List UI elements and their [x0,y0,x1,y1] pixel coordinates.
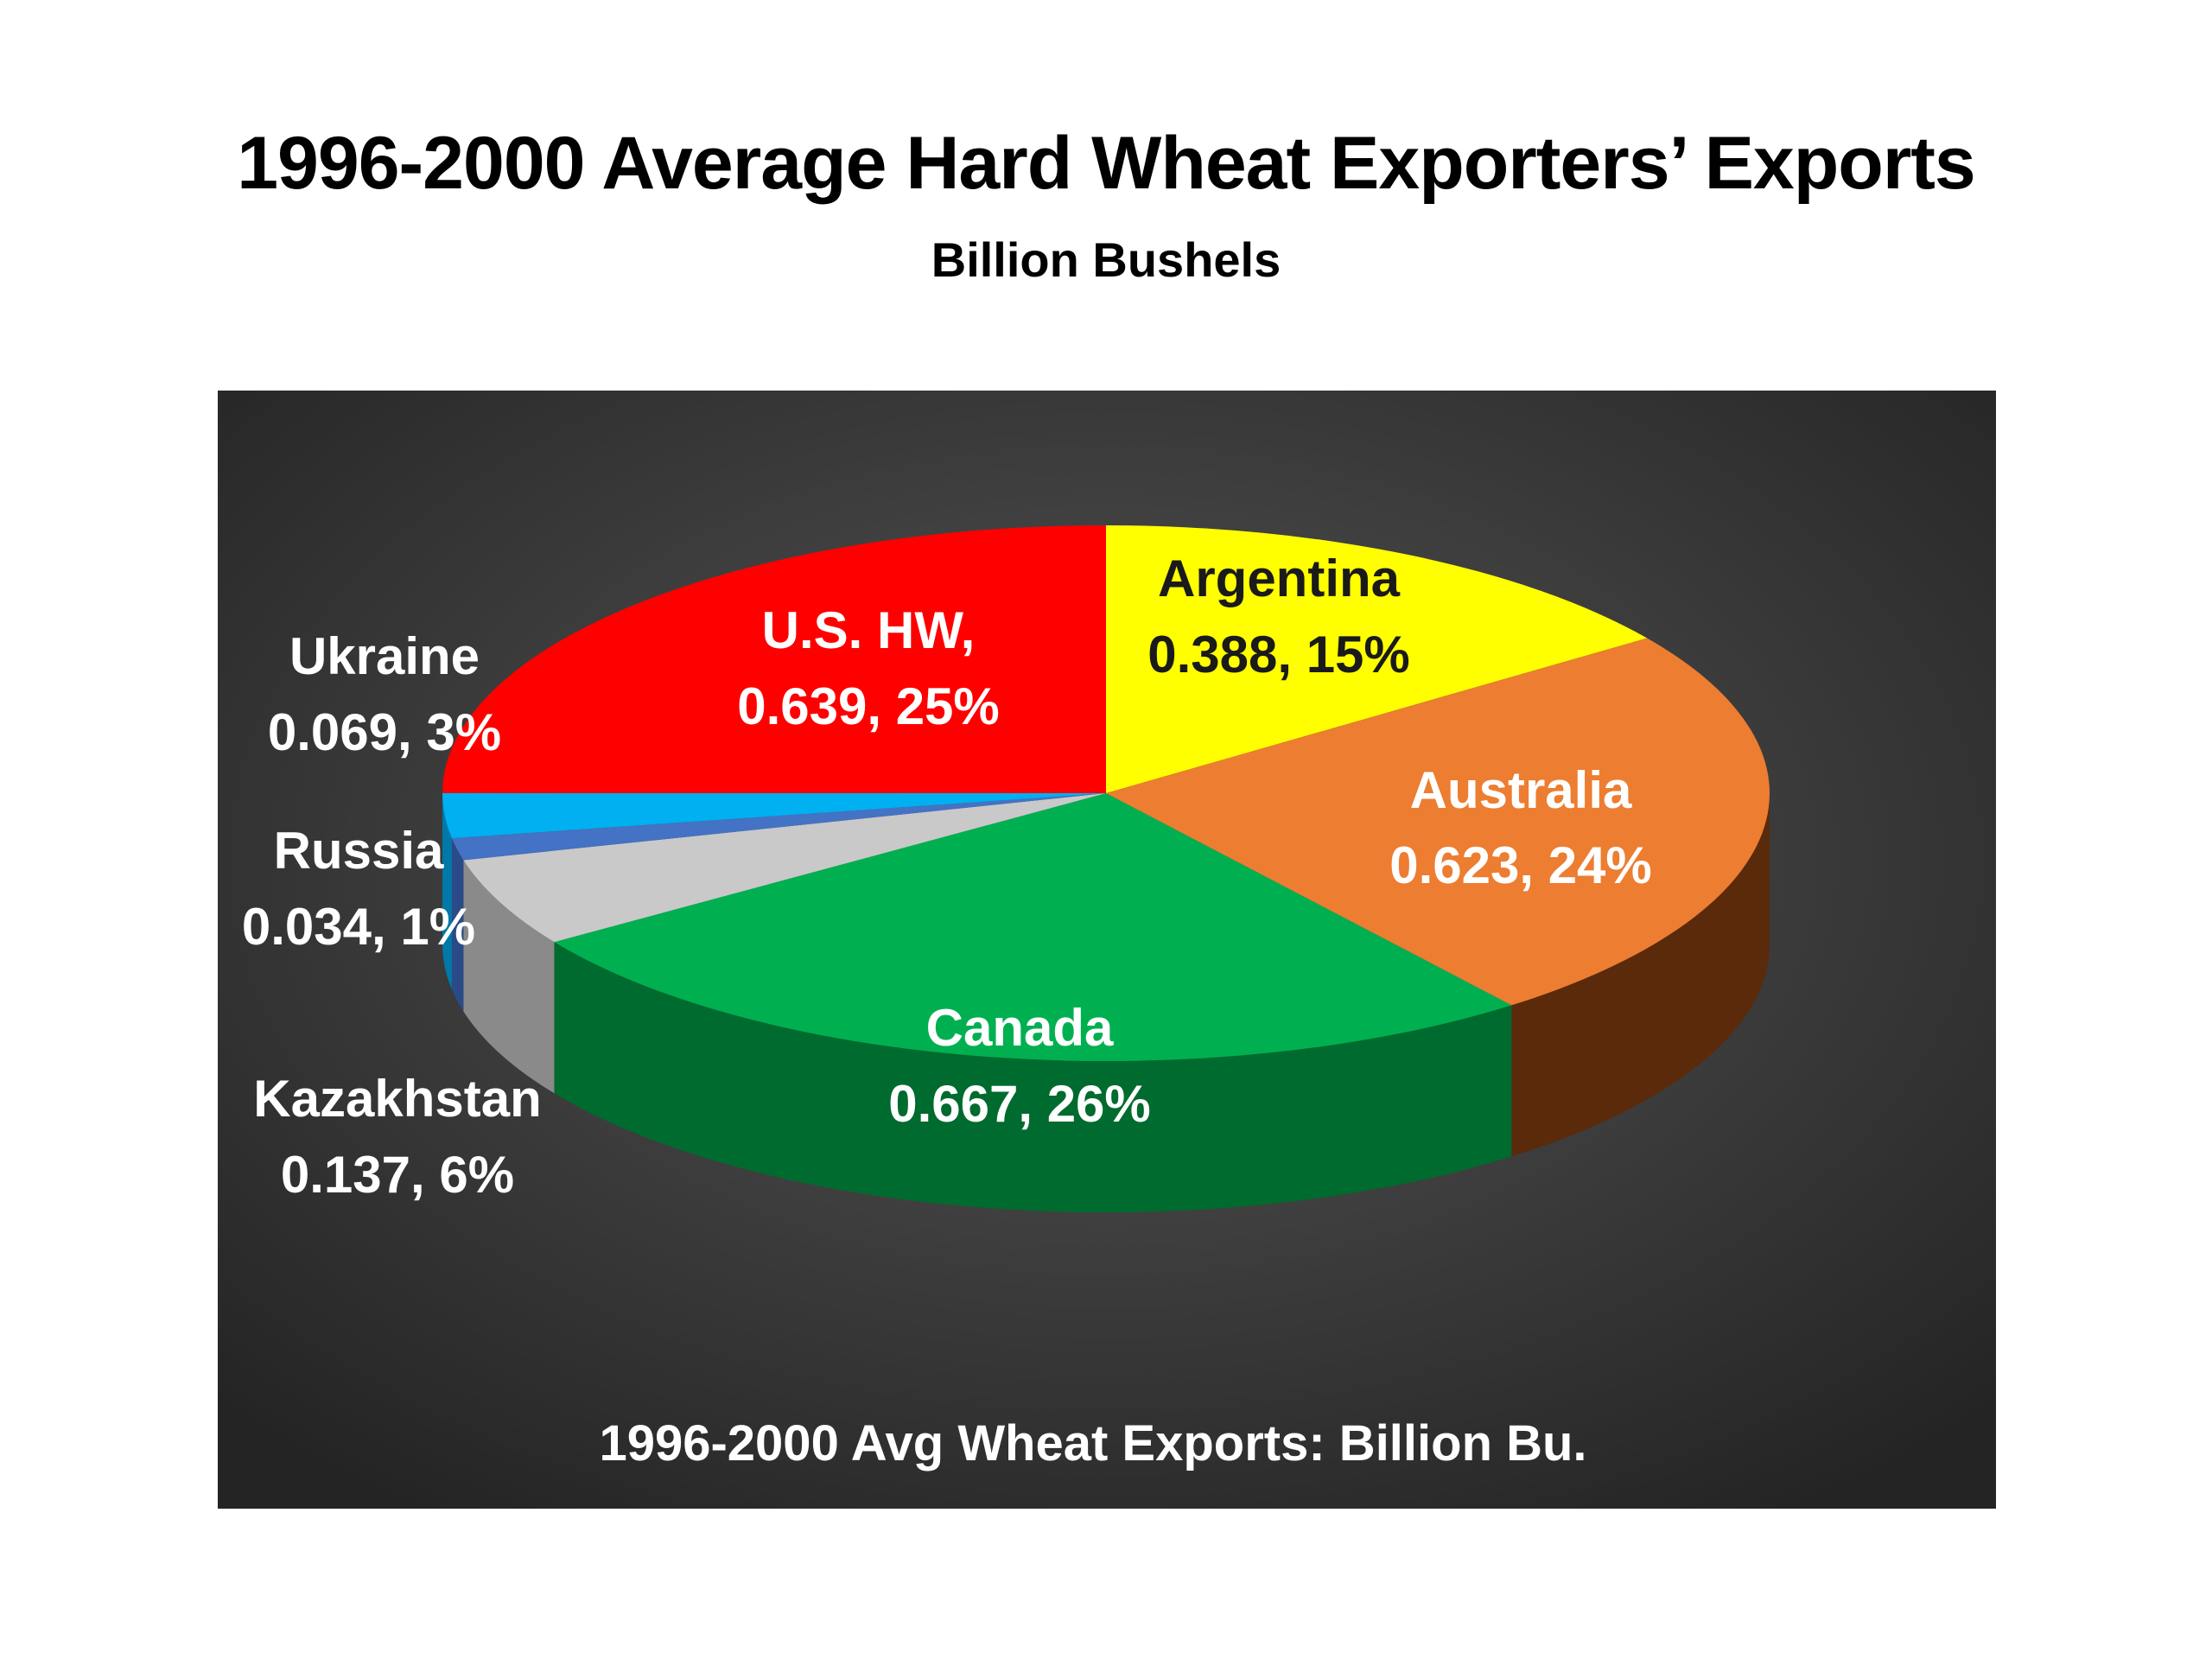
label-u-s-hw: U.S. HW, [762,601,976,659]
pie-side-canada [554,942,1512,1212]
pie-side-russia [451,838,464,1012]
pie-side-australia [1511,793,1770,1157]
pie-slice-argentina [1106,525,1648,793]
value-label-australia: 0.623, 24% [1389,836,1652,894]
label-kazakhstan: Kazakhstan [253,1070,541,1128]
label-canada: Canada [926,999,1114,1057]
pie-labels: Argentina 0.388, 15% Australia 0.623, 24% Ca… [242,550,1652,1204]
pie-slice-canada [554,793,1512,1061]
value-label-kazakhstan: 0.137, 6% [281,1146,514,1204]
slide-subtitle: Billion Bushels [931,232,1281,287]
pie-slice-ukraine [442,792,1106,839]
label-ukraine: Ukraine [289,627,480,685]
pie-slice-kazakhstan [463,793,1106,943]
value-label-russia: 0.034, 1% [242,898,475,956]
label-australia: Australia [1410,761,1632,819]
pie-sides [442,793,1770,1212]
pie-slice-australia [1106,638,1770,1006]
label-russia: Russia [274,822,444,880]
pie-tops [442,525,1770,1061]
slide-title: 1996-2000 Average Hard Wheat Exporters’ … [237,122,1976,205]
value-label-argentina: 0.388, 15% [1147,626,1410,683]
pie-slice-u-s-hw [442,525,1106,793]
value-label-u-s-hw: 0.639, 25% [737,677,1000,735]
value-label-ukraine: 0.069, 3% [268,703,501,761]
pie-side-ukraine [442,793,452,990]
pie-slice-russia [451,793,1106,861]
label-argentina: Argentina [1158,550,1401,607]
value-label-canada: 0.667, 26% [888,1075,1151,1133]
pie-side-kazakhstan [463,860,555,1094]
chart-caption: 1996-2000 Avg Wheat Exports: Billion Bu. [599,1415,1586,1471]
